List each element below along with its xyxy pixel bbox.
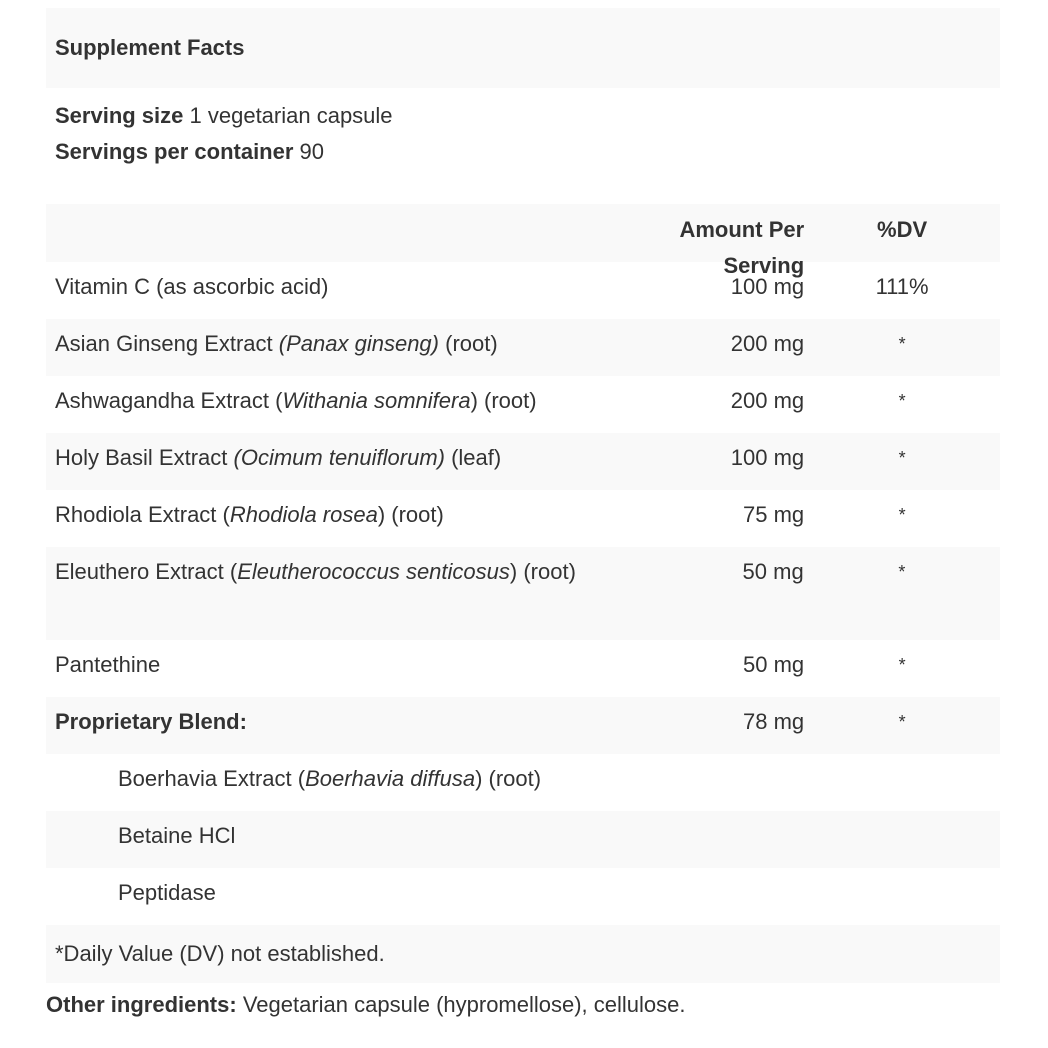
- table-header: Amount Per Serving %DV: [46, 204, 1000, 278]
- ingredient-name-post: ) (root): [377, 502, 444, 527]
- ingredient-name-latin: Eleutherococcus senticosus: [237, 559, 510, 584]
- ingredient-name: Ashwagandha Extract (Withania somnifera)…: [46, 383, 615, 433]
- panel-title: Supplement Facts: [46, 8, 1000, 88]
- table-row: Vitamin C (as ascorbic acid) 100 mg 111%: [46, 262, 1000, 319]
- amount-per-serving: 50 mg: [742, 559, 804, 584]
- ingredient-name: Vitamin C (as ascorbic acid): [46, 269, 615, 319]
- ingredient-name-pre: Rhodiola Extract (: [55, 502, 230, 527]
- footnote: *Daily Value (DV) not established.: [46, 925, 1000, 983]
- other-ingredients-label: Other ingredients:: [46, 992, 237, 1017]
- ingredient-name-post: ) (root): [509, 559, 576, 584]
- ingredient-name-latin: Withania somnifera: [282, 388, 471, 413]
- other-ingredients-value: Vegetarian capsule (hypromellose), cellu…: [242, 992, 686, 1017]
- serving-size-value: 1 vegetarian capsule: [189, 103, 393, 128]
- ingredient-name-pre: Eleuthero Extract (: [55, 559, 238, 584]
- ingredient-name-pre: Holy Basil Extract: [55, 445, 234, 470]
- daily-value: *: [898, 448, 906, 468]
- supplement-facts-panel: Supplement Facts Serving size 1 vegetari…: [46, 8, 1000, 983]
- ingredient-name-pre: Betaine HCl: [118, 823, 236, 848]
- ingredient-name: Peptidase: [46, 875, 1018, 925]
- ingredient-name: Holy Basil Extract (Ocimum tenuiflorum) …: [46, 440, 615, 490]
- ingredient-name-pre: Vitamin C (as ascorbic acid): [55, 274, 329, 299]
- ingredient-name-pre: Ashwagandha Extract (: [55, 388, 283, 413]
- ingredient-name-post: ) (root): [475, 766, 542, 791]
- amount-per-serving: 100 mg: [730, 445, 805, 470]
- serving-size: Serving size 1 vegetarian capsule: [55, 98, 991, 134]
- ingredient-name-pre: Boerhavia Extract (: [118, 766, 306, 791]
- ingredient-name: Betaine HCl: [46, 818, 1018, 868]
- other-ingredients: Other ingredients: Vegetarian capsule (h…: [46, 983, 686, 1023]
- ingredient-name: Boerhavia Extract (Boerhavia diffusa) (r…: [46, 761, 1018, 811]
- ingredient-name-latin: (Panax ginseng): [278, 331, 439, 356]
- table-row: Rhodiola Extract (Rhodiola rosea) (root)…: [46, 490, 1000, 547]
- table-row: Proprietary Blend: 78 mg *: [46, 697, 1000, 754]
- daily-value: *: [898, 712, 906, 732]
- amount-per-serving: 200 mg: [730, 331, 805, 356]
- table-row: Holy Basil Extract (Ocimum tenuiflorum) …: [46, 433, 1000, 490]
- daily-value: *: [898, 391, 906, 411]
- daily-value: *: [898, 334, 906, 354]
- blend-row: Peptidase: [46, 868, 1000, 925]
- header-name: [46, 212, 615, 262]
- servings-label: Servings per container: [55, 139, 294, 164]
- ingredient-name-pre: Pantethine: [55, 652, 161, 677]
- daily-value: 111%: [875, 274, 929, 299]
- ingredient-name: Rhodiola Extract (Rhodiola rosea) (root): [46, 497, 615, 547]
- ingredient-name-pre: Peptidase: [118, 880, 216, 905]
- ingredient-name: Pantethine: [46, 647, 615, 697]
- servings-value: 90: [299, 139, 325, 164]
- table-row: Eleuthero Extract (Eleutherococcus senti…: [46, 547, 1000, 640]
- amount-per-serving: 78 mg: [743, 709, 805, 734]
- ingredient-name: Asian Ginseng Extract (Panax ginseng) (r…: [46, 326, 615, 376]
- amount-per-serving: 200 mg: [730, 388, 805, 413]
- header-amount: Amount Per Serving: [679, 217, 805, 278]
- ingredient-name-pre: Proprietary Blend:: [55, 709, 247, 734]
- servings-per-container: Servings per container 90: [55, 134, 991, 170]
- ingredient-name: Proprietary Blend:: [46, 704, 615, 754]
- blend-row: Betaine HCl: [46, 811, 1000, 868]
- daily-value: *: [898, 562, 906, 582]
- table-row: Asian Ginseng Extract (Panax ginseng) (r…: [46, 319, 1000, 376]
- amount-per-serving: 50 mg: [743, 652, 805, 677]
- serving-size-label: Serving size: [55, 103, 184, 128]
- ingredient-name-latin: Rhodiola rosea: [229, 502, 378, 527]
- ingredient-name-pre: Asian Ginseng Extract: [55, 331, 279, 356]
- ingredient-name-post: (leaf): [444, 445, 502, 470]
- ingredient-name-post: (root): [439, 331, 498, 356]
- amount-per-serving: 100 mg: [730, 274, 805, 299]
- blend-row: Boerhavia Extract (Boerhavia diffusa) (r…: [46, 754, 1000, 811]
- ingredient-name-post: ) (root): [470, 388, 537, 413]
- ingredient-name-latin: (Ocimum tenuiflorum): [233, 445, 445, 470]
- daily-value: *: [898, 655, 906, 675]
- ingredient-name-latin: Boerhavia diffusa: [305, 766, 476, 791]
- daily-value: *: [898, 505, 906, 525]
- header-dv: %DV: [877, 217, 928, 242]
- table-row: Pantethine 50 mg *: [46, 640, 1000, 697]
- serving-info: Serving size 1 vegetarian capsule Servin…: [46, 88, 1000, 204]
- table-row: Ashwagandha Extract (Withania somnifera)…: [46, 376, 1000, 433]
- amount-per-serving: 75 mg: [743, 502, 805, 527]
- ingredient-name: Eleuthero Extract (Eleutherococcus senti…: [46, 554, 595, 640]
